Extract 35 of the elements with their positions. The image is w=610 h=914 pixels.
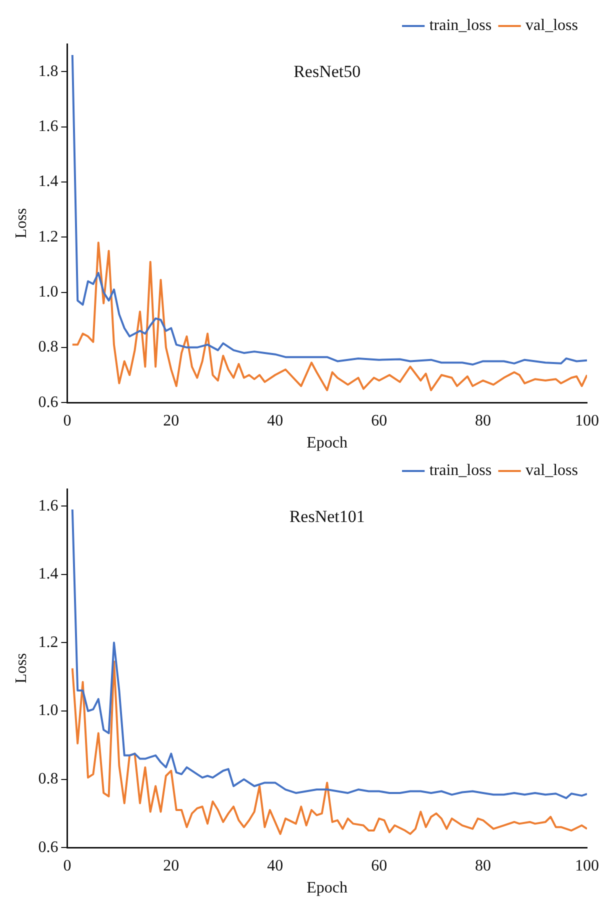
y-tick-label: 1.2 xyxy=(38,634,58,651)
x-axis-title: Epoch xyxy=(306,434,348,452)
legend-label: val_loss xyxy=(526,462,578,480)
y-tick-label: 0.8 xyxy=(38,770,58,788)
x-tick-label: 20 xyxy=(163,412,180,430)
y-tick-label: 1.4 xyxy=(38,566,58,583)
y-tick-label: 0.6 xyxy=(38,394,58,411)
x-tick-label: 20 xyxy=(163,857,180,874)
y-tick-label: 1.2 xyxy=(38,228,58,246)
y-tick-label: 0.8 xyxy=(38,338,58,356)
y-axis-title: Loss xyxy=(12,208,30,238)
x-tick-label: 80 xyxy=(475,857,492,874)
text: ResNet50 xyxy=(294,62,361,81)
x-tick-label: 100 xyxy=(575,857,599,874)
y-tick-label: 1.0 xyxy=(38,283,58,300)
y-tick-label: 0.6 xyxy=(38,838,58,856)
text: ResNet101 xyxy=(289,506,365,526)
x-tick-label: 40 xyxy=(267,857,284,874)
x-axis-title: Epoch xyxy=(306,880,348,897)
y-tick-label: 1.6 xyxy=(38,497,58,514)
x-tick-label: 0 xyxy=(63,857,72,874)
y-tick-label: 1.0 xyxy=(38,702,58,720)
x-tick-label: 40 xyxy=(267,412,284,430)
x-tick-label: 80 xyxy=(475,412,492,430)
x-tick-label: 60 xyxy=(371,857,388,874)
legend-label: train_loss xyxy=(429,17,492,34)
y-tick-label: 1.6 xyxy=(38,118,58,135)
x-tick-label: 60 xyxy=(371,412,388,430)
y-tick-label: 1.4 xyxy=(38,173,58,190)
legend-label: val_loss xyxy=(526,17,578,34)
x-tick-label: 0 xyxy=(63,412,72,430)
y-axis-title: Loss xyxy=(12,653,30,684)
x-tick-label: 100 xyxy=(575,412,599,430)
legend-label: train_loss xyxy=(429,462,492,480)
y-tick-label: 1.8 xyxy=(38,62,58,80)
